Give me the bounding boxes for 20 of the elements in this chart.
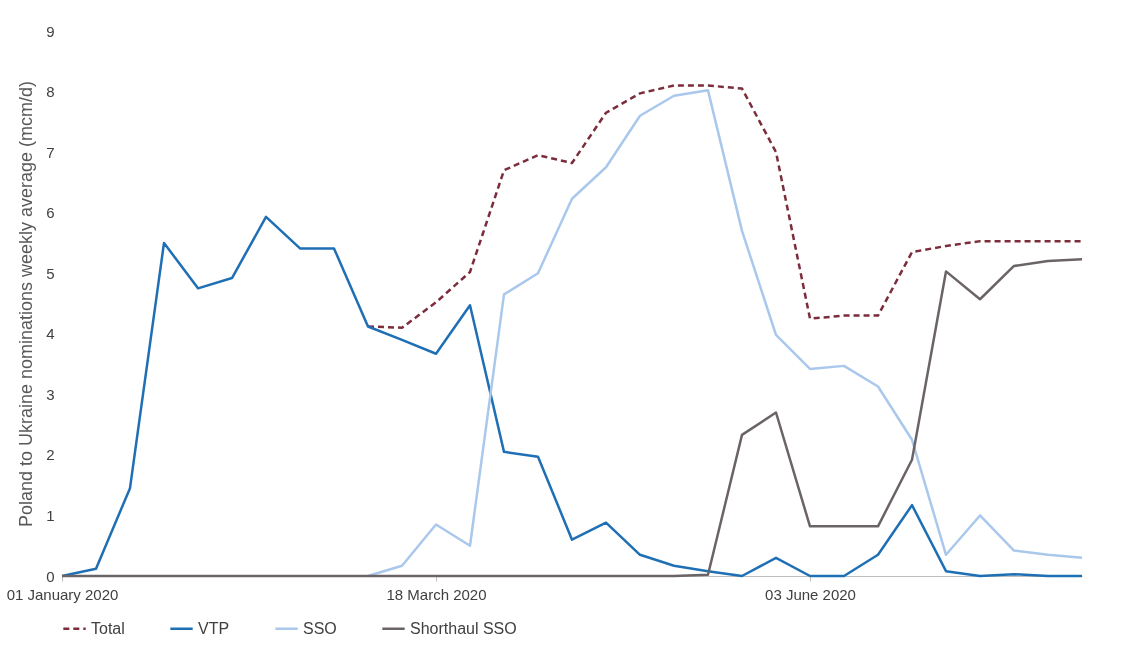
y-tick-label: 7	[46, 143, 55, 161]
x-tick-label: 03 June 2020	[765, 585, 856, 603]
legend-label: VTP	[198, 619, 230, 637]
line-series	[366, 84, 1084, 329]
line-series	[366, 89, 1084, 578]
x-tick-label: 18 March 2020	[386, 585, 487, 603]
y-tick-label: 1	[46, 506, 55, 524]
y-tick-label: 2	[46, 446, 55, 464]
y-tick-label: 3	[46, 385, 55, 403]
y-axis-title: Poland to Ukraine nominations weekly average (mcm/d)	[16, 80, 37, 528]
y-tick-label: 5	[46, 264, 55, 282]
y-tick-label: 9	[46, 22, 55, 40]
legend-label: Shorthaul SSO	[410, 619, 517, 637]
x-tick-label: 01 January 2020	[6, 585, 119, 603]
y-tick-label: 0	[46, 567, 55, 585]
y-tick-label: 8	[46, 83, 55, 101]
legend-label: Total	[91, 619, 125, 637]
y-tick-label: 4	[46, 325, 55, 343]
y-tick-label: 6	[46, 204, 55, 222]
legend-label: SSO	[303, 619, 337, 637]
